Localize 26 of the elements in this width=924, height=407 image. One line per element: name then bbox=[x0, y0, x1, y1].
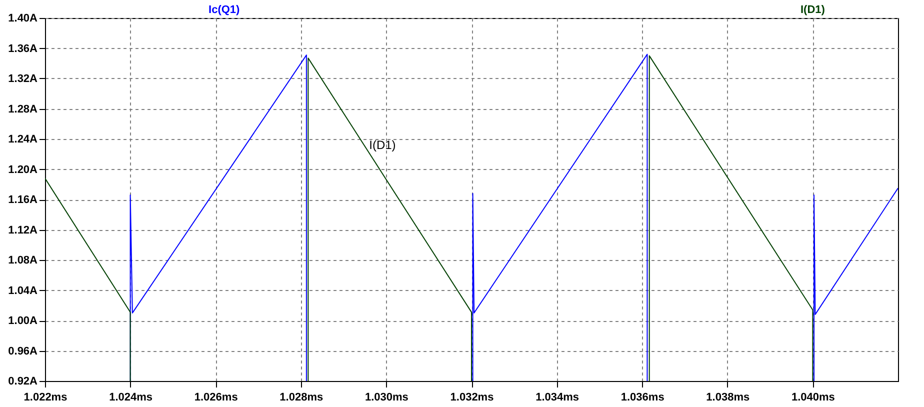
x-tick-label: 1.030ms bbox=[364, 392, 408, 404]
y-tick-label: 1.20A bbox=[8, 164, 38, 176]
y-tick-label: 1.00A bbox=[8, 315, 38, 327]
x-tick-label: 1.036ms bbox=[620, 392, 664, 404]
y-tick-label: 1.40A bbox=[8, 12, 38, 24]
y-tick-label: 1.04A bbox=[8, 284, 38, 297]
y-tick-label: 1.16A bbox=[8, 194, 38, 206]
x-tick-label: 1.028ms bbox=[280, 392, 324, 404]
y-tick-label: 1.24A bbox=[8, 134, 38, 146]
x-tick-label: 1.034ms bbox=[536, 392, 580, 404]
y-tick-label: 1.08A bbox=[8, 254, 38, 266]
y-tick-label: 1.32A bbox=[8, 73, 38, 85]
x-tick-label: 1.022ms bbox=[24, 392, 68, 404]
y-tick-label: 1.28A bbox=[8, 103, 38, 116]
x-tick-label: 1.024ms bbox=[109, 392, 153, 404]
y-tick-label: 0.96A bbox=[8, 345, 38, 358]
y-tick-label: 0.92A bbox=[8, 376, 38, 388]
text: Ic(Q1) bbox=[208, 4, 240, 16]
x-tick-label: 1.040ms bbox=[791, 392, 835, 404]
y-tick-label: 1.36A bbox=[8, 42, 38, 55]
annotation: I(D1) bbox=[369, 138, 396, 152]
x-tick-label: 1.038ms bbox=[706, 392, 750, 404]
y-tick-label: 1.12A bbox=[8, 224, 38, 236]
x-tick-label: 1.032ms bbox=[450, 392, 494, 404]
text: I(D1) bbox=[800, 4, 826, 16]
x-tick-label: 1.026ms bbox=[194, 392, 238, 404]
